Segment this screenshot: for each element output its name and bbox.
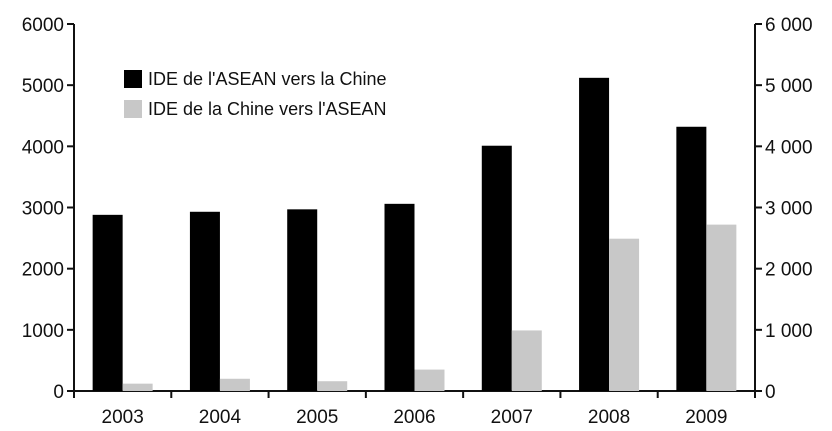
bar-china-to-asean [609,238,640,391]
bar-china-to-asean [414,369,445,391]
x-tick-label: 2003 [102,407,144,428]
bar-asean-to-china [189,211,220,391]
y-ticks-right: 0 1 000 2 000 3 000 4 000 5 000 6 000 [755,15,813,403]
y-tick-label-right: 3 000 [765,199,813,220]
legend-label: IDE de l'ASEAN vers la Chine [148,69,387,89]
y-tick-label-left: 3000 [22,199,64,220]
bar-china-to-asean [219,378,250,391]
bar-china-to-asean [317,381,348,391]
bar-asean-to-china [92,214,123,391]
bar-asean-to-china [481,145,512,391]
legend-swatch [124,70,142,88]
y-tick-label-left: 5000 [22,76,64,97]
x-tick-label: 2005 [296,407,338,428]
x-tick-label: 2004 [199,407,242,428]
y-tick-label-left: 6000 [22,15,64,36]
bar-asean-to-china [287,209,318,391]
y-tick-label-left: 0 [53,382,64,403]
legend: IDE de l'ASEAN vers la Chine IDE de la Ch… [124,69,387,119]
y-tick-label-right: 0 [765,382,776,403]
legend-swatch [124,100,142,118]
bar-asean-to-china [579,77,610,392]
bar-asean-to-china [676,126,707,391]
y-tick-label-right: 2 000 [765,260,813,281]
x-tick-label: 2006 [393,407,435,428]
y-tick-label-left: 2000 [22,260,64,281]
x-tick-label: 2008 [588,407,630,428]
y-tick-label-right: 1 000 [765,321,813,342]
bars [92,77,737,392]
y-tick-label-left: 4000 [22,137,64,158]
bar-china-to-asean [706,224,737,391]
legend-label: IDE de la Chine vers l'ASEAN [148,99,387,119]
y-tick-label-right: 4 000 [765,137,813,158]
bar-china-to-asean [122,383,153,391]
x-tick-label: 2009 [685,407,727,428]
bar-asean-to-china [384,203,415,391]
x-tick-label: 2007 [491,407,533,428]
y-tick-label-right: 5 000 [765,76,813,97]
y-tick-label-left: 1000 [22,321,64,342]
bar-china-to-asean [511,330,542,391]
y-tick-label-right: 6 000 [765,15,813,36]
x-ticks: 2003 2004 2005 2006 2007 2008 2009 [73,391,756,428]
y-ticks-left: 0 1000 2000 3000 4000 5000 6000 [22,15,74,403]
